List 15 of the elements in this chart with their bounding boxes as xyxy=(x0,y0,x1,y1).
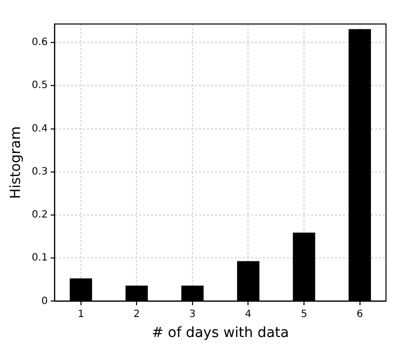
y-axis-title: Histogram xyxy=(8,126,24,199)
x-tick-label: 4 xyxy=(245,308,252,320)
x-tick-label: 1 xyxy=(78,308,84,320)
y-tick-label: 0.2 xyxy=(32,210,48,221)
x-tick-label: 2 xyxy=(134,308,140,320)
y-tick-label: 0.3 xyxy=(32,166,48,178)
y-tick-label: 0.5 xyxy=(32,80,48,92)
x-tick-label: 5 xyxy=(300,308,308,320)
y-tick-label: 0.1 xyxy=(32,252,48,264)
y-tick-label: 0.4 xyxy=(32,123,48,134)
y-tick-label: 0 xyxy=(41,296,48,307)
x-tick-label: 3 xyxy=(189,308,196,320)
y-tick-label: 0.6 xyxy=(32,37,48,48)
x-axis-title: # of days with data xyxy=(152,325,290,342)
x-tick-label: 6 xyxy=(356,308,363,320)
